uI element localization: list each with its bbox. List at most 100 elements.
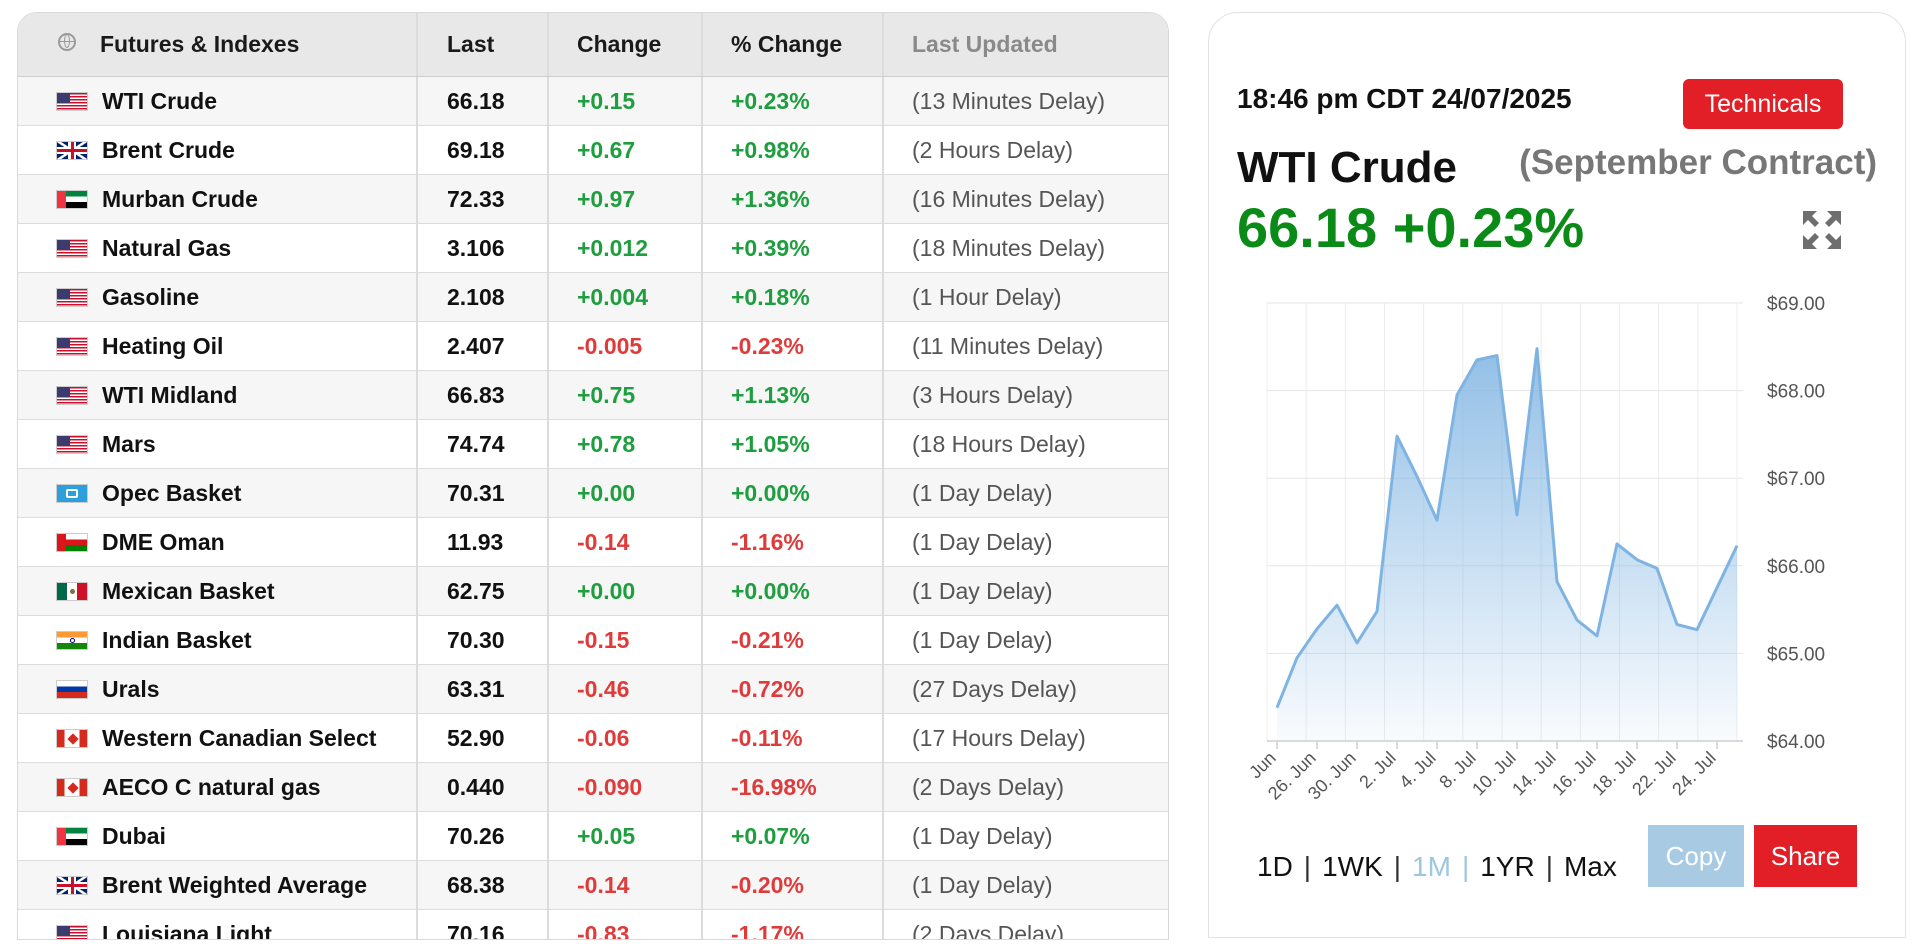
last-price: 70.16 [418,910,549,939]
instrument-name-cell: Gasoline [18,273,418,321]
table-row[interactable]: Heating Oil 2.407 -0.005 -0.23% (11 Minutes … [18,322,1168,371]
instrument-name-cell: AECO C natural gas [18,763,418,811]
table-row[interactable]: Mexican Basket 62.75 +0.00 +0.00% (1 Day Del… [18,567,1168,616]
table-row[interactable]: Brent Crude 69.18 +0.67 +0.98% (2 Hours Dela… [18,126,1168,175]
table-row[interactable]: Brent Weighted Average 68.38 -0.14 -0.20% (1… [18,861,1168,910]
table-row[interactable]: Mars 74.74 +0.78 +1.05% (18 Hours Delay) [18,420,1168,469]
pct-change-value: -0.20% [703,861,884,909]
column-header-last[interactable]: Last [418,13,549,76]
table-header: Futures & Indexes Last Change % Change L… [18,13,1168,77]
flag-ae-icon [56,826,88,846]
instrument-name-cell: Brent Weighted Average [18,861,418,909]
x-tick-label: 18. Jul [1588,748,1640,800]
instrument-name[interactable]: Mexican Basket [102,577,275,604]
instrument-name[interactable]: WTI Midland [102,381,238,408]
pct-change-value: +1.36% [703,175,884,223]
change-value: +0.75 [549,371,703,419]
table-row[interactable]: Gasoline 2.108 +0.004 +0.18% (1 Hour Delay) [18,273,1168,322]
pct-change-value: +0.00% [703,567,884,615]
table-row[interactable]: Murban Crude 72.33 +0.97 +1.36% (16 Minutes … [18,175,1168,224]
instrument-name-cell: Indian Basket [18,616,418,664]
change-value: -0.090 [549,763,703,811]
price-chart[interactable]: $69.00 $68.00 $67.00 $66.00 $65.00 $64.00 Jun 2… [1231,283,1891,823]
last-updated: (1 Day Delay) [912,577,1053,604]
instrument-name[interactable]: Natural Gas [102,234,232,261]
range-1yr[interactable]: 1YR [1480,851,1535,882]
flag-us-icon [56,924,88,939]
last-updated: (16 Minutes Delay) [912,185,1106,212]
instrument-name[interactable]: Western Canadian Select [102,724,377,751]
instrument-name[interactable]: Gasoline [102,283,200,310]
table-row[interactable]: WTI Midland 66.83 +0.75 +1.13% (3 Hours Dela… [18,371,1168,420]
change-value: +0.00 [549,469,703,517]
copy-button[interactable]: Copy [1648,825,1744,887]
instrument-name-cell: Brent Crude [18,126,418,174]
instrument-name[interactable]: Mars [102,430,156,457]
price-line [1275,347,1739,709]
last-price: 3.106 [418,224,549,272]
table-row[interactable]: Western Canadian Select 52.90 -0.06 -0.11% (… [18,714,1168,763]
instrument-name[interactable]: Indian Basket [102,626,252,653]
last-price: 70.30 [418,616,549,664]
x-tick-label: 14. Jul [1508,748,1560,800]
range-1wk[interactable]: 1WK [1322,851,1383,882]
table-row[interactable]: Indian Basket 70.30 -0.15 -0.21% (1 Day Dela… [18,616,1168,665]
table-row[interactable]: DME Oman 11.93 -0.14 -1.16% (1 Day Delay) [18,518,1168,567]
instrument-name[interactable]: Heating Oil [102,332,224,359]
instrument-name-cell: Mars [18,420,418,468]
column-header-name[interactable]: Futures & Indexes [18,13,418,76]
instrument-name-cell: Opec Basket [18,469,418,517]
table-row[interactable]: AECO C natural gas 0.440 -0.090 -16.98% (2 D… [18,763,1168,812]
table-row[interactable]: Opec Basket 70.31 +0.00 +0.00% (1 Day Delay) [18,469,1168,518]
flag-ru-icon [56,679,88,699]
x-tick-label: 16. Jul [1548,748,1600,800]
instrument-name[interactable]: DME Oman [102,528,225,555]
range-selector: 1D | 1WK | 1M | 1YR | Max [1257,851,1617,882]
table-row[interactable]: Natural Gas 3.106 +0.012 +0.39% (18 Minutes … [18,224,1168,273]
instrument-name-cell: WTI Midland [18,371,418,419]
table-row[interactable]: Dubai 70.26 +0.05 +0.07% (1 Day Delay) [18,812,1168,861]
column-header-last-updated[interactable]: Last Updated [912,31,1058,57]
last-updated: (3 Hours Delay) [912,381,1074,408]
pct-change-value: +0.23% [703,77,884,125]
change-value: -0.14 [549,861,703,909]
quote-price: 66.18 +0.23% [1237,196,1585,259]
last-price: 52.90 [418,714,549,762]
last-updated: (11 Minutes Delay) [912,332,1104,359]
x-tick-label: Jun [1245,748,1280,783]
range-max[interactable]: Max [1563,851,1617,882]
instrument-name[interactable]: Dubai [102,822,166,849]
instrument-name[interactable]: Opec Basket [102,479,242,506]
instrument-name[interactable]: WTI Crude [102,87,217,114]
share-button[interactable]: Share [1754,825,1857,887]
instrument-name-cell: WTI Crude [18,77,418,125]
instrument-name[interactable]: Urals [102,675,160,702]
last-updated: (1 Day Delay) [912,822,1053,849]
table-row[interactable]: WTI Crude 66.18 +0.15 +0.23% (13 Minutes Del… [18,77,1168,126]
instrument-name[interactable]: Louisiana Light [102,920,272,940]
instrument-name[interactable]: Murban Crude [102,185,258,212]
last-updated: (18 Minutes Delay) [912,234,1106,261]
y-tick-label: $68.00 [1767,382,1825,403]
pct-change-value: +0.00% [703,469,884,517]
last-price: 72.33 [418,175,549,223]
instrument-name[interactable]: Brent Crude [102,136,235,163]
instrument-name-cell: Dubai [18,812,418,860]
flag-mx-icon [56,581,88,601]
change-value: +0.97 [549,175,703,223]
last-updated: (17 Hours Delay) [912,724,1086,751]
range-1m[interactable]: 1M [1412,851,1451,882]
instrument-name[interactable]: Brent Weighted Average [102,871,367,898]
last-updated: (18 Hours Delay) [912,430,1086,457]
table-row[interactable]: Louisiana Light 70.16 -0.83 -1.17% (2 Days D… [18,910,1168,940]
flag-om-icon [56,532,88,552]
last-updated: (1 Day Delay) [912,479,1053,506]
column-header-pct-change[interactable]: % Change [703,13,884,76]
table-row[interactable]: Urals 63.31 -0.46 -0.72% (27 Days Delay) [18,665,1168,714]
column-header-change[interactable]: Change [549,13,703,76]
range-1d[interactable]: 1D [1257,851,1293,882]
expand-icon[interactable] [1801,209,1843,251]
y-tick-label: $67.00 [1767,469,1825,490]
technicals-button[interactable]: Technicals [1683,79,1843,129]
instrument-name[interactable]: AECO C natural gas [102,773,321,800]
